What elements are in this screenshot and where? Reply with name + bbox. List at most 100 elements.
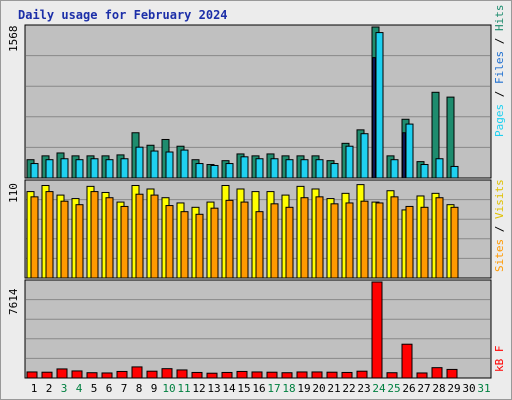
kbf-bar-5 [86, 372, 98, 379]
kbf-bar-6 [101, 372, 113, 379]
sites-bar-29 [450, 206, 459, 279]
kbf-bar-9 [146, 370, 158, 379]
day-label-10: 10 [162, 382, 175, 395]
files-bar-18 [285, 159, 294, 179]
day-label-28: 28 [432, 382, 445, 395]
day-label-18: 18 [282, 382, 295, 395]
day-label-12: 12 [192, 382, 205, 395]
files-bar-12 [195, 163, 204, 179]
files-bar-19 [300, 159, 309, 179]
files-bar-16 [255, 158, 264, 179]
sites-bar-25 [390, 196, 399, 279]
sites-bar-7 [120, 205, 129, 279]
sites-bar-5 [90, 191, 99, 279]
day-label-3: 3 [61, 382, 68, 395]
kbf-bar-23 [356, 370, 368, 379]
day-label-13: 13 [207, 382, 220, 395]
sites-bar-15 [240, 201, 249, 279]
files-bar-23 [360, 133, 369, 179]
day-label-31: 31 [477, 382, 490, 395]
kbf-bar-11 [176, 369, 188, 379]
files-bar-2 [45, 159, 54, 179]
kbf-bar-29 [446, 368, 458, 379]
sites-bar-24 [375, 202, 384, 279]
sites-bar-16 [255, 211, 264, 279]
kbf-bar-1 [26, 371, 38, 379]
day-label-26: 26 [402, 382, 415, 395]
kbf-bar-16 [251, 371, 263, 379]
day-label-19: 19 [297, 382, 310, 395]
day-label-29: 29 [447, 382, 460, 395]
kbf-bar-28 [431, 367, 443, 379]
day-label-5: 5 [91, 382, 98, 395]
files-bar-10 [165, 151, 174, 179]
day-label-2: 2 [46, 382, 53, 395]
chart-title: Daily usage for February 2024 [18, 8, 228, 22]
files-bar-28 [435, 158, 444, 179]
sites-bar-10 [165, 205, 174, 279]
sites-bar-9 [150, 194, 159, 279]
kbf-bar-15 [236, 370, 248, 379]
sites-bar-22 [345, 202, 354, 279]
legend-pages: Pages [493, 103, 506, 137]
files-bar-14 [225, 163, 234, 179]
kbf-bar-27 [416, 372, 428, 379]
files-bar-13 [210, 164, 219, 179]
kbf-bar-13 [206, 372, 218, 379]
kbf-bar-3 [56, 368, 68, 379]
files-bar-9 [150, 150, 159, 179]
day-label-15: 15 [237, 382, 250, 395]
day-label-11: 11 [177, 382, 190, 395]
sites-bar-19 [300, 197, 309, 279]
kbf-bar-12 [191, 371, 203, 379]
sites-bar-20 [315, 196, 324, 279]
day-label-25: 25 [387, 382, 400, 395]
legend-top: Pages / Files / Hits [493, 5, 506, 138]
files-bar-1 [30, 163, 39, 179]
sites-bar-11 [180, 211, 189, 279]
mid-ymax-label: 110 [7, 183, 20, 203]
kbf-bar-14 [221, 371, 233, 379]
pages-bar-26 [402, 132, 406, 179]
sites-bar-28 [435, 197, 444, 279]
files-bar-4 [75, 159, 84, 179]
day-label-22: 22 [342, 382, 355, 395]
legend-sep-2: / [493, 31, 506, 51]
kbf-bar-22 [341, 371, 353, 379]
kbf-bar-17 [266, 371, 278, 379]
legend-mid: Sites / Visits [493, 179, 506, 272]
files-bar-24 [375, 32, 384, 179]
day-label-1: 1 [31, 382, 38, 395]
kbf-bar-19 [296, 371, 308, 379]
legend-sites: Sites [493, 238, 506, 272]
kbf-bar-10 [161, 368, 173, 379]
files-bar-21 [330, 163, 339, 179]
legend-bot: kB F [493, 346, 506, 373]
pages-bar-24 [372, 57, 376, 179]
day-label-14: 14 [222, 382, 236, 395]
sites-bar-3 [60, 200, 69, 279]
files-bar-27 [420, 164, 429, 179]
day-label-17: 17 [267, 382, 280, 395]
kbf-bar-4 [71, 370, 83, 379]
sites-bar-12 [195, 213, 204, 279]
day-label-23: 23 [357, 382, 370, 395]
legend-hits: Hits [493, 4, 506, 32]
files-bar-20 [315, 159, 324, 179]
files-bar-8 [135, 146, 144, 179]
sites-bar-26 [405, 205, 414, 279]
sites-bar-27 [420, 206, 429, 279]
day-label-27: 27 [417, 382, 430, 395]
day-label-16: 16 [252, 382, 265, 395]
files-bar-3 [60, 158, 69, 179]
sites-bar-1 [30, 196, 39, 279]
bot-ymax-label: 7614 [7, 288, 20, 316]
sites-bar-21 [330, 203, 339, 279]
sites-bar-2 [45, 191, 54, 279]
hits-bar-29 [446, 96, 455, 179]
sites-bar-13 [210, 207, 219, 279]
kbf-bar-18 [281, 372, 293, 379]
plot-panel-3 [24, 279, 492, 379]
sites-bar-4 [75, 204, 84, 279]
sites-bar-17 [270, 203, 279, 279]
